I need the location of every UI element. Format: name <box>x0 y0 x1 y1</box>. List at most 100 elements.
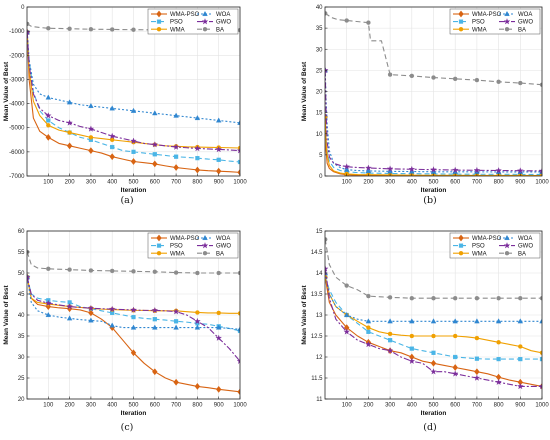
data-point-wma-pso <box>130 349 137 357</box>
legend-label: GWO <box>518 20 533 26</box>
data-point-gwo <box>365 164 372 171</box>
legend-label: WMA-PSO <box>472 236 502 242</box>
legend-label: BA <box>216 27 224 33</box>
x-tick-label: 900 <box>515 403 526 409</box>
x-tick-label: 300 <box>385 180 396 186</box>
data-point-woa <box>474 318 480 324</box>
legend-label: WOA <box>216 12 230 18</box>
data-point-ba <box>518 296 523 301</box>
data-point-gwo <box>451 166 459 173</box>
data-point-wma <box>387 331 393 337</box>
y-tick-label: -5000 <box>9 126 25 132</box>
data-point-gwo <box>236 147 240 154</box>
data-point-wma <box>216 310 221 316</box>
data-point-gwo <box>87 125 95 132</box>
data-point-gwo <box>365 340 372 348</box>
data-point-pso <box>474 356 479 361</box>
data-point-wma <box>453 333 458 339</box>
data-point-woa <box>88 102 94 108</box>
data-point-gwo <box>108 305 116 312</box>
legend-label: GWO <box>518 244 533 250</box>
legend: WMA-PSO WOA PSO GWO WMA BA <box>147 8 239 35</box>
data-point-ba <box>474 296 480 301</box>
data-point-gwo <box>430 368 437 375</box>
x-axis-label: Iteration <box>121 410 147 417</box>
x-tick-label: 800 <box>494 180 505 186</box>
data-point-ba <box>453 296 458 301</box>
data-point-wma-pso <box>152 160 158 168</box>
x-tick-label: 500 <box>128 180 139 186</box>
x-tick-label: 200 <box>65 403 76 409</box>
x-axis-label: Iteration <box>121 187 147 194</box>
data-point-ba <box>195 270 200 276</box>
chart-panel-b: 100 200 300 400 500 600 700 800 900 1000 0 5 10 15 20 2… <box>301 5 549 206</box>
series-line-wma-pso <box>27 277 240 393</box>
series-line-gwo <box>27 277 240 362</box>
x-tick-label: 900 <box>214 180 225 186</box>
data-point-ba <box>387 72 393 77</box>
data-point-ba <box>173 270 179 275</box>
y-tick-label: 12 <box>316 355 323 361</box>
data-point-ba <box>152 269 158 274</box>
data-point-ba <box>216 270 221 276</box>
legend-label: PSO <box>472 20 485 26</box>
y-tick-label: 55 <box>18 250 25 256</box>
data-point-woa <box>237 119 240 125</box>
data-point-woa <box>387 318 393 324</box>
data-point-ba <box>237 270 240 276</box>
x-tick-label: 500 <box>128 403 139 409</box>
data-point-pso <box>237 159 240 165</box>
x-tick-label: 800 <box>192 403 203 409</box>
x-tick-label: 900 <box>515 180 526 186</box>
legend-marker <box>201 18 209 25</box>
data-point-woa <box>88 317 94 323</box>
legend-label: PSO <box>170 244 183 250</box>
series-line-ba <box>325 12 542 86</box>
y-tick-label: 20 <box>316 90 323 96</box>
data-point-wma <box>539 350 542 355</box>
data-point-gwo <box>45 299 52 307</box>
series-line-wma <box>27 32 240 149</box>
x-tick-label: 1000 <box>535 403 549 409</box>
data-point-pso <box>496 357 501 362</box>
data-point-wma <box>195 310 200 315</box>
y-tick-label: 12.5 <box>311 334 323 340</box>
legend-marker <box>202 27 208 32</box>
data-point-ba <box>109 268 115 274</box>
data-point-wma-pso <box>66 142 73 150</box>
series-line-gwo <box>325 268 542 387</box>
data-point-woa <box>517 318 524 324</box>
chart-panel-a: 100 200 300 400 500 600 700 800 900 1000 -7000 -600… <box>3 5 247 206</box>
data-point-woa <box>109 322 115 328</box>
data-point-ba <box>88 27 94 32</box>
series-line-woa <box>325 70 542 173</box>
x-axis-label: Iteration <box>421 187 447 194</box>
chart-panel-d: 100 200 300 400 500 600 700 800 900 1000 11 11.5 12 1… <box>301 229 549 433</box>
y-tick-label: 13.5 <box>311 292 323 298</box>
y-tick-label: 30 <box>18 355 25 361</box>
legend-marker <box>156 10 162 18</box>
data-point-gwo <box>517 167 524 174</box>
data-point-gwo <box>386 347 394 354</box>
y-tick-label: 15 <box>316 111 323 117</box>
legend-marker <box>458 234 464 242</box>
data-point-gwo <box>45 112 52 119</box>
data-point-pso <box>195 156 200 161</box>
data-point-woa <box>152 110 158 116</box>
legend-marker <box>201 242 209 249</box>
data-point-woa <box>365 167 372 173</box>
legend-marker <box>156 19 162 24</box>
data-point-pso <box>388 338 393 343</box>
legend-marker <box>458 243 464 248</box>
legend-marker <box>503 18 511 25</box>
data-point-ba <box>453 76 458 82</box>
data-point-ba <box>88 268 94 273</box>
data-point-gwo <box>473 166 481 174</box>
data-point-woa <box>215 117 222 123</box>
legend-marker <box>156 250 162 256</box>
x-tick-label: 600 <box>450 180 461 186</box>
legend-marker <box>504 234 510 241</box>
series-line-pso <box>27 32 240 163</box>
data-point-gwo <box>538 167 542 174</box>
